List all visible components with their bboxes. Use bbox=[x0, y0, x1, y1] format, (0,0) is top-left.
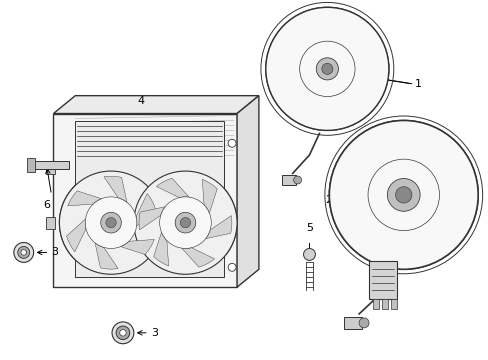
Polygon shape bbox=[32, 161, 69, 169]
Circle shape bbox=[160, 197, 211, 248]
Circle shape bbox=[85, 197, 137, 248]
Polygon shape bbox=[66, 219, 86, 252]
Circle shape bbox=[116, 326, 129, 339]
Circle shape bbox=[367, 159, 439, 231]
Circle shape bbox=[293, 176, 301, 184]
Text: 5: 5 bbox=[305, 222, 312, 233]
Circle shape bbox=[303, 248, 315, 260]
Polygon shape bbox=[330, 93, 371, 116]
Polygon shape bbox=[390, 299, 396, 309]
Polygon shape bbox=[381, 299, 387, 309]
Polygon shape bbox=[205, 216, 231, 239]
Polygon shape bbox=[75, 121, 224, 277]
Circle shape bbox=[21, 249, 26, 255]
Polygon shape bbox=[347, 65, 382, 88]
Circle shape bbox=[60, 171, 163, 274]
Polygon shape bbox=[333, 14, 353, 52]
Polygon shape bbox=[368, 261, 396, 299]
Polygon shape bbox=[390, 228, 431, 262]
Polygon shape bbox=[274, 35, 314, 53]
Text: 7: 7 bbox=[357, 230, 364, 239]
Circle shape bbox=[18, 247, 30, 258]
Polygon shape bbox=[156, 178, 189, 198]
Circle shape bbox=[228, 139, 236, 147]
Text: 1: 1 bbox=[414, 79, 421, 89]
Polygon shape bbox=[104, 176, 127, 202]
Circle shape bbox=[358, 318, 368, 328]
Text: 6: 6 bbox=[43, 200, 50, 210]
Polygon shape bbox=[370, 216, 394, 261]
Polygon shape bbox=[237, 96, 258, 287]
Polygon shape bbox=[68, 191, 101, 206]
Circle shape bbox=[106, 217, 116, 228]
Polygon shape bbox=[296, 15, 333, 42]
Polygon shape bbox=[53, 96, 258, 113]
Polygon shape bbox=[339, 154, 386, 177]
Circle shape bbox=[138, 175, 232, 270]
Circle shape bbox=[386, 179, 419, 211]
Circle shape bbox=[14, 243, 34, 262]
Circle shape bbox=[112, 322, 134, 344]
Polygon shape bbox=[139, 207, 165, 230]
Polygon shape bbox=[336, 177, 372, 215]
Circle shape bbox=[335, 126, 471, 264]
Polygon shape bbox=[121, 239, 154, 255]
Text: 3: 3 bbox=[150, 328, 158, 338]
Polygon shape bbox=[153, 232, 168, 266]
Polygon shape bbox=[45, 162, 55, 174]
Polygon shape bbox=[95, 243, 118, 269]
Polygon shape bbox=[438, 158, 468, 203]
Polygon shape bbox=[27, 158, 35, 172]
Circle shape bbox=[395, 187, 411, 203]
Polygon shape bbox=[353, 31, 378, 71]
Text: 2: 2 bbox=[325, 195, 332, 205]
Polygon shape bbox=[136, 194, 155, 226]
Circle shape bbox=[328, 121, 477, 269]
Circle shape bbox=[316, 58, 338, 80]
Circle shape bbox=[265, 7, 388, 130]
Polygon shape bbox=[430, 134, 451, 183]
Polygon shape bbox=[285, 77, 305, 118]
Circle shape bbox=[321, 63, 332, 75]
Polygon shape bbox=[45, 217, 55, 229]
Polygon shape bbox=[392, 128, 425, 167]
Polygon shape bbox=[202, 179, 217, 213]
Polygon shape bbox=[271, 58, 301, 91]
Polygon shape bbox=[53, 113, 237, 287]
Polygon shape bbox=[344, 317, 361, 329]
Polygon shape bbox=[281, 175, 295, 185]
Circle shape bbox=[299, 41, 354, 96]
Circle shape bbox=[180, 217, 190, 228]
Circle shape bbox=[270, 12, 383, 126]
Polygon shape bbox=[372, 299, 378, 309]
Text: 3: 3 bbox=[51, 247, 59, 257]
Circle shape bbox=[120, 329, 126, 336]
Polygon shape bbox=[427, 194, 470, 221]
Polygon shape bbox=[344, 197, 370, 246]
Polygon shape bbox=[410, 225, 460, 249]
Polygon shape bbox=[359, 132, 406, 161]
Circle shape bbox=[228, 264, 236, 271]
Polygon shape bbox=[311, 92, 340, 124]
Polygon shape bbox=[182, 248, 214, 267]
Text: 4: 4 bbox=[137, 96, 144, 105]
Circle shape bbox=[134, 171, 237, 274]
Circle shape bbox=[63, 175, 158, 270]
Circle shape bbox=[175, 212, 195, 233]
Circle shape bbox=[101, 212, 121, 233]
